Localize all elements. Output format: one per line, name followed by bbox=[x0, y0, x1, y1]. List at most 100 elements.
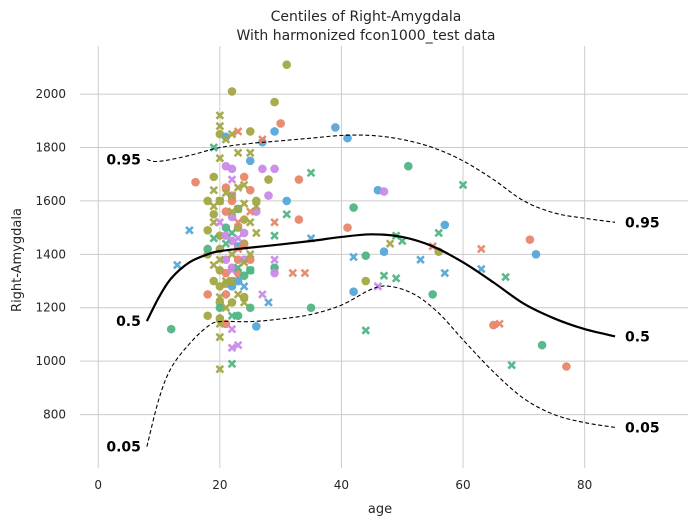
data-point-x bbox=[373, 282, 383, 291]
data-point-x bbox=[215, 364, 225, 374]
data-point-circle bbox=[379, 187, 389, 196]
data-point-x bbox=[495, 319, 504, 329]
data-points bbox=[166, 60, 571, 374]
data-point-circle bbox=[562, 362, 571, 371]
data-point-x bbox=[227, 207, 237, 216]
data-point-circle bbox=[239, 228, 249, 238]
data-point-circle bbox=[361, 276, 371, 286]
data-point-x bbox=[227, 175, 237, 184]
centile-curves bbox=[145, 134, 616, 447]
data-point-x bbox=[227, 129, 237, 139]
y-tick-label: 1400 bbox=[35, 247, 66, 261]
data-point-x bbox=[270, 217, 279, 227]
data-point-circle bbox=[258, 164, 267, 174]
centile-label-left: 0.05 bbox=[106, 440, 141, 456]
y-tick-label: 2000 bbox=[35, 87, 66, 101]
data-point-circle bbox=[227, 164, 237, 174]
data-point-circle bbox=[282, 60, 292, 69]
data-point-circle bbox=[537, 340, 547, 350]
data-point-circle bbox=[270, 127, 279, 136]
centile-label-left: 0.95 bbox=[106, 153, 141, 169]
data-point-circle bbox=[264, 191, 273, 200]
x-tick-label: 20 bbox=[212, 478, 227, 492]
tick-labels: 0 20 40 60 80 800 1000 1200 1400 1600 1800 2000 bbox=[35, 87, 592, 492]
data-point-circle bbox=[270, 164, 279, 174]
data-point-circle bbox=[245, 156, 255, 166]
data-point-x bbox=[227, 324, 237, 334]
data-point-x bbox=[501, 272, 510, 282]
y-axis-label: Right-Amygdala bbox=[10, 208, 25, 312]
data-point-x bbox=[227, 276, 237, 286]
data-point-circle bbox=[209, 172, 219, 182]
data-point-x bbox=[349, 252, 358, 262]
data-point-x bbox=[270, 231, 279, 240]
data-point-x bbox=[252, 201, 261, 211]
data-point-circle bbox=[264, 175, 273, 184]
data-point-x bbox=[385, 239, 395, 248]
centile-label-left: 0.5 bbox=[116, 314, 141, 330]
data-point-x bbox=[215, 111, 225, 120]
data-point-x bbox=[300, 268, 310, 278]
data-point-x bbox=[233, 148, 243, 158]
data-point-circle bbox=[203, 225, 212, 235]
data-point-x bbox=[215, 153, 225, 163]
data-point-circle bbox=[203, 290, 212, 299]
data-point-x bbox=[233, 233, 243, 243]
x-tick-label: 80 bbox=[577, 478, 592, 492]
data-point-x bbox=[282, 209, 292, 219]
data-point-circle bbox=[221, 290, 231, 299]
data-point-x bbox=[239, 199, 249, 208]
data-point-x bbox=[221, 135, 231, 144]
centile-label-right: 0.5 bbox=[625, 329, 650, 345]
data-point-circle bbox=[349, 287, 358, 297]
data-point-x bbox=[227, 359, 237, 369]
centile-labels: 0.95 0.95 0.5 0.5 0.05 0.05 bbox=[106, 153, 659, 456]
data-point-x bbox=[416, 255, 425, 264]
data-point-x bbox=[233, 263, 243, 273]
data-point-circle bbox=[379, 247, 389, 256]
data-point-x bbox=[221, 239, 231, 248]
data-point-x bbox=[391, 274, 401, 283]
centile-curve-0-95 bbox=[146, 134, 616, 223]
data-point-x bbox=[361, 326, 371, 335]
data-point-x bbox=[458, 180, 468, 190]
data-point-x bbox=[172, 260, 182, 270]
data-point-x bbox=[245, 217, 255, 227]
data-point-circle bbox=[349, 203, 358, 212]
data-point-x bbox=[233, 204, 243, 214]
data-point-x bbox=[221, 188, 231, 198]
data-point-x bbox=[270, 255, 279, 264]
data-point-x bbox=[306, 168, 316, 178]
x-tick-label: 0 bbox=[94, 478, 102, 492]
data-point-x bbox=[227, 250, 237, 259]
data-point-x bbox=[215, 217, 225, 227]
data-point-circle bbox=[191, 177, 200, 187]
data-point-x bbox=[239, 298, 249, 307]
data-point-circle bbox=[239, 172, 249, 182]
data-point-x bbox=[239, 282, 249, 291]
data-point-circle bbox=[252, 322, 261, 331]
y-tick-label: 1200 bbox=[35, 301, 66, 315]
data-point-circle bbox=[294, 215, 304, 224]
data-point-x bbox=[397, 236, 407, 246]
data-point-x bbox=[239, 180, 249, 190]
x-axis-label: age bbox=[368, 502, 392, 517]
data-point-x bbox=[215, 196, 225, 206]
data-point-x bbox=[227, 228, 237, 238]
data-point-circle bbox=[282, 196, 292, 206]
data-point-circle bbox=[227, 236, 237, 246]
data-point-circle bbox=[209, 209, 219, 219]
data-point-x bbox=[221, 303, 231, 313]
data-point-circle bbox=[227, 298, 237, 307]
data-point-x bbox=[239, 258, 249, 267]
data-point-circle bbox=[209, 276, 219, 286]
data-point-circle bbox=[245, 127, 255, 136]
data-point-circle bbox=[239, 271, 249, 280]
data-point-circle bbox=[221, 231, 231, 240]
data-point-circle bbox=[361, 251, 371, 260]
data-point-circle bbox=[233, 255, 243, 264]
chart-title: Centiles of Right-Amygdala bbox=[271, 9, 462, 25]
data-point-circle bbox=[428, 290, 437, 299]
data-point-circle bbox=[227, 87, 237, 96]
